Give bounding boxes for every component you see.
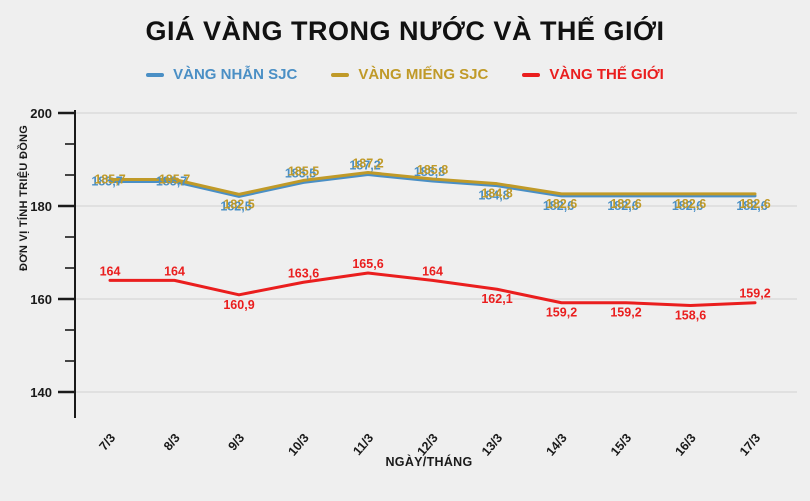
data-label-vang-the-gioi: 164 bbox=[422, 264, 443, 278]
y-tick-label-160: 160 bbox=[30, 292, 52, 307]
series-line-vang-mieng-sjc bbox=[108, 171, 757, 196]
chart-title: GIÁ VÀNG TRONG NƯỚC VÀ THẾ GIỚI bbox=[145, 16, 665, 46]
x-tick-label-7-3: 7/3 bbox=[96, 431, 118, 453]
data-label-vang-the-gioi: 164 bbox=[100, 264, 121, 278]
y-tick-label-200: 200 bbox=[30, 106, 52, 121]
data-label-vang-the-gioi: 160,9 bbox=[223, 298, 254, 312]
x-tick-label-9-3: 9/3 bbox=[225, 431, 247, 453]
data-label-vang-nhan-sjc: 182,6 bbox=[543, 199, 574, 213]
series-line-vang-nhan-sjc bbox=[108, 173, 757, 198]
legend-label: VÀNG THẾ GIỚI bbox=[549, 66, 664, 83]
legend-label: VÀNG NHẪN SJC bbox=[173, 66, 298, 83]
data-label-vang-mieng-sjc: 182,6 bbox=[739, 197, 770, 211]
data-label-vang-nhan-sjc: 184,8 bbox=[478, 189, 509, 203]
data-label-vang-nhan-sjc: 182,6 bbox=[607, 199, 638, 213]
data-label-vang-the-gioi: 159,2 bbox=[739, 287, 770, 301]
data-label-vang-mieng-sjc: 185,7 bbox=[94, 172, 125, 186]
data-label-vang-the-gioi: 159,2 bbox=[546, 306, 577, 320]
data-label-vang-mieng-sjc: 185,7 bbox=[159, 172, 190, 186]
data-label-vang-mieng-sjc: 185,8 bbox=[417, 163, 448, 177]
data-label-vang-the-gioi: 162,1 bbox=[481, 292, 512, 306]
data-label-vang-nhan-sjc: 182,6 bbox=[672, 199, 703, 213]
x-tick-label-8-3: 8/3 bbox=[161, 431, 183, 453]
legend-item-vang-nhan-sjc[interactable]: VÀNG NHẪN SJC bbox=[146, 66, 297, 83]
series-line-vang-the-gioi bbox=[108, 271, 757, 308]
data-label-vang-the-gioi: 163,6 bbox=[288, 266, 319, 280]
chart-legend: VÀNG NHẪN SJC VÀNG MIẾNG SJC VÀNG THẾ GI… bbox=[0, 66, 810, 83]
data-label-vang-the-gioi: 164 bbox=[164, 264, 185, 278]
data-label-vang-mieng-sjc: 184,8 bbox=[481, 187, 512, 201]
data-label-vang-the-gioi: 159,2 bbox=[610, 306, 641, 320]
y-tick-label-180: 180 bbox=[30, 199, 52, 214]
data-label-vang-mieng-sjc: 182,6 bbox=[610, 197, 641, 211]
legend-item-vang-the-gioi[interactable]: VÀNG THẾ GIỚI bbox=[522, 66, 664, 83]
y-axis-title: ĐƠN VỊ TÍNH TRIỆU ĐỒNG bbox=[18, 124, 30, 271]
x-axis-title: NGÀY/THÁNG bbox=[385, 455, 473, 469]
legend-swatch-red-icon bbox=[522, 72, 541, 77]
data-label-vang-nhan-sjc: 185,7 bbox=[91, 174, 122, 188]
data-label-vang-nhan-sjc: 187,2 bbox=[349, 159, 380, 173]
legend-swatch-gold-icon bbox=[331, 72, 350, 77]
data-label-vang-mieng-sjc: 182,6 bbox=[675, 197, 706, 211]
legend-item-vang-mieng-sjc[interactable]: VÀNG MIẾNG SJC bbox=[331, 66, 488, 83]
data-label-vang-nhan-sjc: 182,6 bbox=[736, 199, 767, 213]
data-label-vang-nhan-sjc: 182,5 bbox=[220, 199, 251, 213]
data-label-vang-mieng-sjc: 182,5 bbox=[223, 197, 254, 211]
data-label-vang-nhan-sjc: 185,5 bbox=[285, 166, 316, 180]
data-label-vang-nhan-sjc: 185,7 bbox=[156, 174, 187, 188]
data-label-vang-mieng-sjc: 182,6 bbox=[546, 197, 577, 211]
data-label-vang-the-gioi: 165,6 bbox=[352, 257, 383, 271]
x-tick-label-11-3: 11/3 bbox=[350, 431, 376, 458]
data-label-vang-mieng-sjc: 185,5 bbox=[288, 164, 319, 178]
data-label-vang-mieng-sjc: 187,2 bbox=[352, 157, 383, 171]
legend-label: VÀNG MIẾNG SJC bbox=[358, 66, 489, 83]
data-label-vang-nhan-sjc: 185,8 bbox=[414, 165, 445, 179]
legend-swatch-blue-icon bbox=[146, 72, 165, 77]
y-tick-label-140: 140 bbox=[30, 385, 52, 400]
data-label-vang-the-gioi: 158,6 bbox=[675, 309, 706, 323]
